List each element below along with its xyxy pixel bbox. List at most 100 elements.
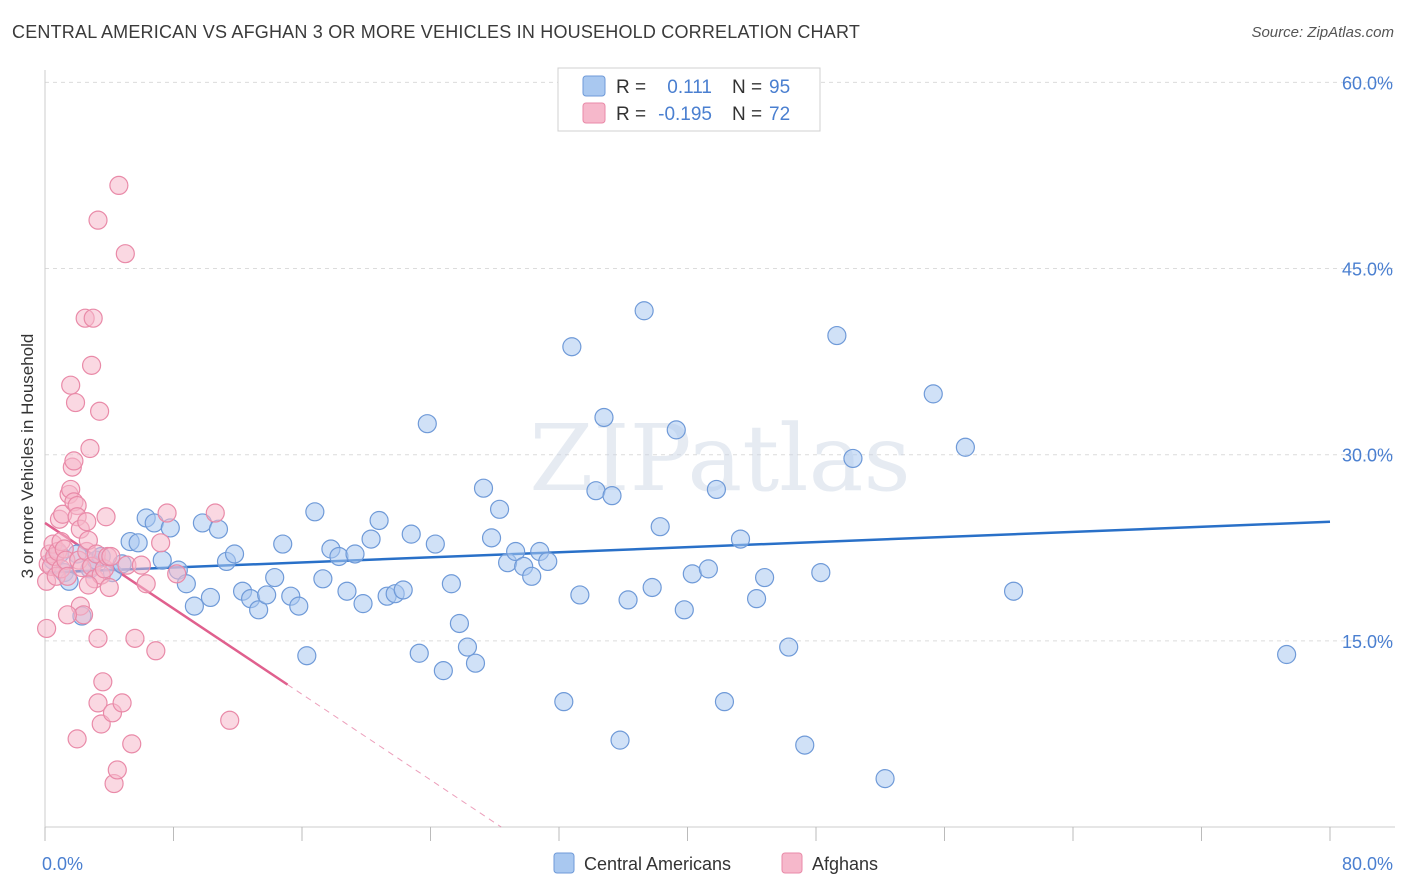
afghan-point xyxy=(81,355,102,375)
central-american-point xyxy=(923,384,943,404)
central-american-point xyxy=(481,528,502,548)
bottom-swatch-afghans xyxy=(781,852,803,874)
afghan-point xyxy=(61,375,81,395)
afghan-point xyxy=(37,618,57,639)
central-american-point xyxy=(610,730,630,750)
central-american-point xyxy=(345,544,365,564)
gridlines xyxy=(45,81,1395,642)
afghan-point xyxy=(64,451,84,471)
afghan-point xyxy=(90,401,110,421)
afghan-point xyxy=(88,628,108,648)
central-american-point xyxy=(417,414,437,434)
central-american-point xyxy=(634,301,654,321)
central-american-point xyxy=(714,692,735,712)
central-american-point xyxy=(586,481,606,501)
legend-n-label: N = xyxy=(732,77,762,98)
central-american-point xyxy=(682,564,702,584)
central-american-point xyxy=(297,646,317,666)
afghan-point xyxy=(88,693,108,713)
central-american-point xyxy=(489,499,510,519)
central-american-point xyxy=(265,567,285,588)
legend-r-label: R = xyxy=(616,77,646,98)
central-american-point xyxy=(779,637,799,657)
afghan-point xyxy=(112,693,132,713)
central-american-point xyxy=(955,437,975,457)
central-american-point xyxy=(128,533,148,553)
y-tick-label: 30.0% xyxy=(1342,446,1393,466)
afghan-point xyxy=(99,577,119,598)
afghan-point xyxy=(57,566,78,586)
central-american-point xyxy=(441,574,461,594)
central-american-point xyxy=(249,600,269,620)
central-american-point xyxy=(642,577,662,598)
correlation-legend: R = 0.111 N = 95 R = -0.195 N = 72 xyxy=(557,67,821,132)
central-american-point xyxy=(224,544,245,564)
central-american-point xyxy=(425,534,445,554)
legend-swatch-central-americans xyxy=(582,75,606,97)
central-american-point xyxy=(457,637,478,657)
afghan-point xyxy=(77,512,97,532)
y-tick-label: 60.0% xyxy=(1342,73,1393,93)
legend-r-value: -0.195 xyxy=(658,104,712,125)
afghan-point xyxy=(96,507,116,527)
central-american-point xyxy=(754,567,775,588)
y-tick-label: 15.0% xyxy=(1342,632,1393,652)
central-american-point xyxy=(666,420,686,440)
afghan-point xyxy=(67,729,87,749)
central-american-point xyxy=(594,407,614,428)
afghan-point xyxy=(78,575,98,595)
central-american-point xyxy=(650,517,670,537)
x-tick-label: 80.0% xyxy=(1342,854,1393,874)
bottom-legend-afghans: Afghans xyxy=(812,854,878,874)
afghan-point xyxy=(131,555,151,575)
central-american-point xyxy=(730,529,751,549)
central-american-point xyxy=(570,585,590,605)
central-american-point xyxy=(401,524,421,544)
central-american-point xyxy=(208,519,229,539)
central-american-point xyxy=(522,566,542,586)
afghan-point xyxy=(125,628,145,648)
central-american-point xyxy=(827,325,847,346)
legend-swatch-afghans xyxy=(582,102,606,124)
central-american-point xyxy=(361,529,381,549)
central-american-point xyxy=(674,600,694,620)
legend-n-value: 95 xyxy=(769,77,790,98)
legend-r-value: 0.111 xyxy=(667,77,712,98)
central-american-point xyxy=(1003,581,1024,601)
axes xyxy=(44,70,1395,841)
central-american-point xyxy=(875,769,895,789)
legend-n-value: 72 xyxy=(769,104,790,125)
central-american-point xyxy=(465,653,486,673)
central-american-point xyxy=(353,594,373,614)
afghan-point xyxy=(157,503,177,523)
afghan-point xyxy=(57,605,78,625)
series-legend: Central Americans Afghans xyxy=(553,852,878,874)
afghan-point xyxy=(151,533,171,553)
central-american-point xyxy=(369,510,389,531)
central-american-point xyxy=(706,479,727,500)
central-american-point xyxy=(409,643,429,663)
central-american-point xyxy=(538,551,558,572)
central-american-point xyxy=(562,337,582,357)
afghan-point xyxy=(107,760,127,780)
afghan-point xyxy=(109,175,129,196)
afghan-point xyxy=(167,564,187,584)
chart-title: CENTRAL AMERICAN VS AFGHAN 3 OR MORE VEH… xyxy=(12,22,861,42)
central-american-point xyxy=(473,478,494,498)
afghan-point xyxy=(220,710,240,730)
bottom-swatch-central-americans xyxy=(553,852,575,874)
tick-labels: 15.0% 30.0% 45.0% 60.0% 0.0% 80.0% xyxy=(42,73,1393,874)
central-american-point xyxy=(337,581,357,601)
afghan-point xyxy=(73,605,94,625)
central-american-point xyxy=(273,534,293,554)
afghan-point xyxy=(88,210,108,230)
central-american-point xyxy=(184,596,204,616)
central-american-point xyxy=(305,502,325,522)
central-american-point xyxy=(506,541,526,562)
afghan-point xyxy=(93,672,113,692)
central-american-point xyxy=(618,590,638,610)
central-american-trend-line xyxy=(44,520,1331,574)
afghan-point xyxy=(136,574,156,594)
central-american-point xyxy=(289,596,309,616)
central-american-point xyxy=(152,550,172,570)
